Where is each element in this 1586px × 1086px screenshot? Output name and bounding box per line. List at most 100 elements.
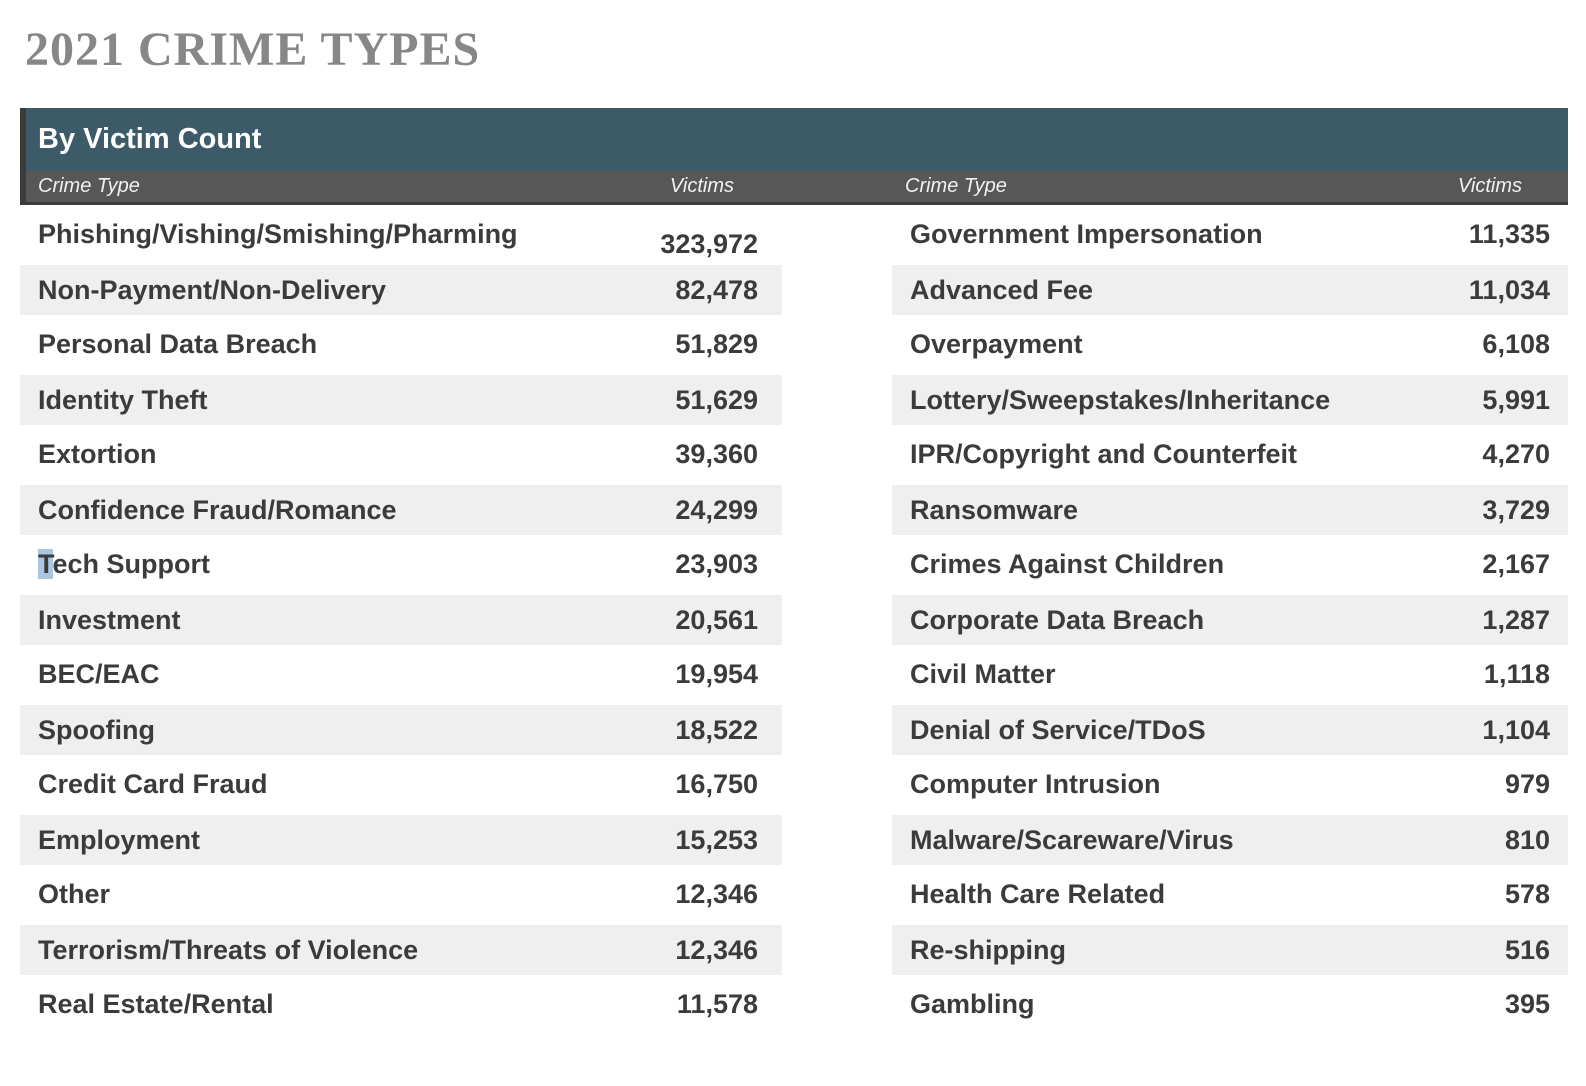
table-row: Tech Support 23,903 [20,537,782,592]
victim-count-table: By Victim Count Crime Type Victims Crime… [20,108,1568,1032]
crime-type-label: Identity Theft [38,384,208,415]
victims-value: 2,167 [1482,549,1550,579]
table-row: Ransomware 3,729 [892,482,1568,537]
crime-type-label: Denial of Service/TDoS [910,714,1206,745]
victims-value: 82,478 [675,274,758,305]
table-row: Lottery/Sweepstakes/Inheritance 5,991 [892,372,1568,427]
text-selection-highlight: T [38,549,53,579]
crime-type-label: Confidence Fraud/Romance [38,494,397,525]
victims-value: 1,104 [1482,714,1550,745]
table-row: Gambling 395 [892,977,1568,1032]
table-row: Civil Matter 1,118 [892,647,1568,702]
left-column: Phishing/Vishing/Smishing/Pharming 323,97… [20,207,782,1032]
column-header-row: Crime Type Victims Crime Type Victims [26,171,1568,205]
table-row: Terrorism/Threats of Violence 12,346 [20,922,782,977]
crime-type-label: Civil Matter [910,659,1056,689]
crime-type-label: Real Estate/Rental [38,989,274,1019]
crime-type-label: BEC/EAC [38,659,160,689]
crime-type-label: Gambling [910,989,1035,1019]
victims-value: 16,750 [675,769,758,799]
page-title: 2021 CRIME TYPES [25,23,481,76]
victims-value: 1,287 [1482,604,1550,635]
crime-type-label: Malware/Scareware/Virus [910,824,1234,855]
crime-type-label: Spoofing [38,714,155,745]
crime-type-label: Personal Data Breach [38,329,318,359]
victims-value: 12,346 [675,879,758,909]
table-row: Phishing/Vishing/Smishing/Pharming 323,97… [20,207,782,262]
crime-type-label: Phishing/Vishing/Smishing/Pharming [38,219,518,249]
crime-type-label: Terrorism/Threats of Violence [38,934,419,965]
table-row: Identity Theft 51,629 [20,372,782,427]
table-row: Re-shipping 516 [892,922,1568,977]
col-header-victims-right: Victims [1457,175,1522,197]
table-body: Phishing/Vishing/Smishing/Pharming 323,97… [20,205,1568,1032]
table-title-bar: By Victim Count [26,108,1568,171]
col-header-crime-type-right: Crime Type [905,175,1007,197]
victims-value: 12,346 [675,934,758,965]
victims-value: 24,299 [675,494,758,525]
crime-type-label: Ransomware [910,494,1079,525]
table-row: Investment 20,561 [20,592,782,647]
victims-value: 810 [1504,824,1550,855]
table-header-block: By Victim Count Crime Type Victims Crime… [20,108,1568,205]
table-row: Employment 15,253 [20,812,782,867]
victims-value: 51,829 [675,329,758,359]
col-header-crime-type-left: Crime Type [38,175,140,197]
crime-type-label: Overpayment [910,329,1083,359]
table-row: Advanced Fee 11,034 [892,262,1568,317]
crime-type-label: Computer Intrusion [910,769,1161,799]
victims-value: 4,270 [1482,439,1550,469]
table-row: Credit Card Fraud 16,750 [20,757,782,812]
table-row: Real Estate/Rental 11,578 [20,977,782,1032]
table-row: Overpayment 6,108 [892,317,1568,372]
victims-value: 39,360 [675,439,758,469]
col-header-victims-left: Victims [669,175,734,197]
victims-value: 323,972 [660,229,758,259]
table-row: Malware/Scareware/Virus 810 [892,812,1568,867]
table-row: Other 12,346 [20,867,782,922]
table-row: Denial of Service/TDoS 1,104 [892,702,1568,757]
victims-value: 5,991 [1482,384,1550,415]
crime-type-label: Extortion [38,439,157,469]
victims-value: 3,729 [1482,494,1550,525]
victims-value: 51,629 [675,384,758,415]
victims-value: 23,903 [675,549,758,579]
table-row: Extortion 39,360 [20,427,782,482]
victims-value: 11,335 [1468,219,1550,249]
crime-type-label: Investment [38,604,181,635]
victims-value: 6,108 [1482,329,1550,359]
victims-value: 11,578 [676,989,758,1019]
crime-type-label: Re-shipping [910,934,1066,965]
crime-type-label: Other [38,879,111,909]
crime-type-label: IPR/Copyright and Counterfeit [910,439,1297,469]
table-row: Non-Payment/Non-Delivery 82,478 [20,262,782,317]
crime-type-label: Corporate Data Breach [910,604,1205,635]
table-row: Corporate Data Breach 1,287 [892,592,1568,647]
crime-type-label: Employment [38,824,201,855]
table-row: Personal Data Breach 51,829 [20,317,782,372]
victims-value: 19,954 [675,659,758,689]
table-row: BEC/EAC 19,954 [20,647,782,702]
victims-value: 395 [1504,989,1550,1019]
crime-type-label: Lottery/Sweepstakes/Inheritance [910,384,1331,415]
victims-value: 15,253 [675,824,758,855]
crime-type-label: Non-Payment/Non-Delivery [38,274,387,305]
table-title: By Victim Count [38,123,262,155]
victims-value: 578 [1504,879,1550,909]
table-row: Spoofing 18,522 [20,702,782,757]
victims-value: 979 [1504,769,1550,799]
crime-type-label: Health Care Related [910,879,1166,909]
victims-value: 516 [1504,934,1550,965]
crime-type-label: Government Impersonation [910,219,1263,249]
column-gutter [782,207,892,1032]
victims-value: 1,118 [1483,659,1550,689]
crime-type-label: Advanced Fee [910,274,1094,305]
table-row: Confidence Fraud/Romance 24,299 [20,482,782,537]
crime-type-label: Tech Support [38,549,211,579]
table-row: Health Care Related 578 [892,867,1568,922]
table-row: Crimes Against Children 2,167 [892,537,1568,592]
crime-type-label: Crimes Against Children [910,549,1225,579]
victims-value: 11,034 [1468,274,1550,305]
victims-value: 18,522 [675,714,758,745]
table-row: IPR/Copyright and Counterfeit 4,270 [892,427,1568,482]
